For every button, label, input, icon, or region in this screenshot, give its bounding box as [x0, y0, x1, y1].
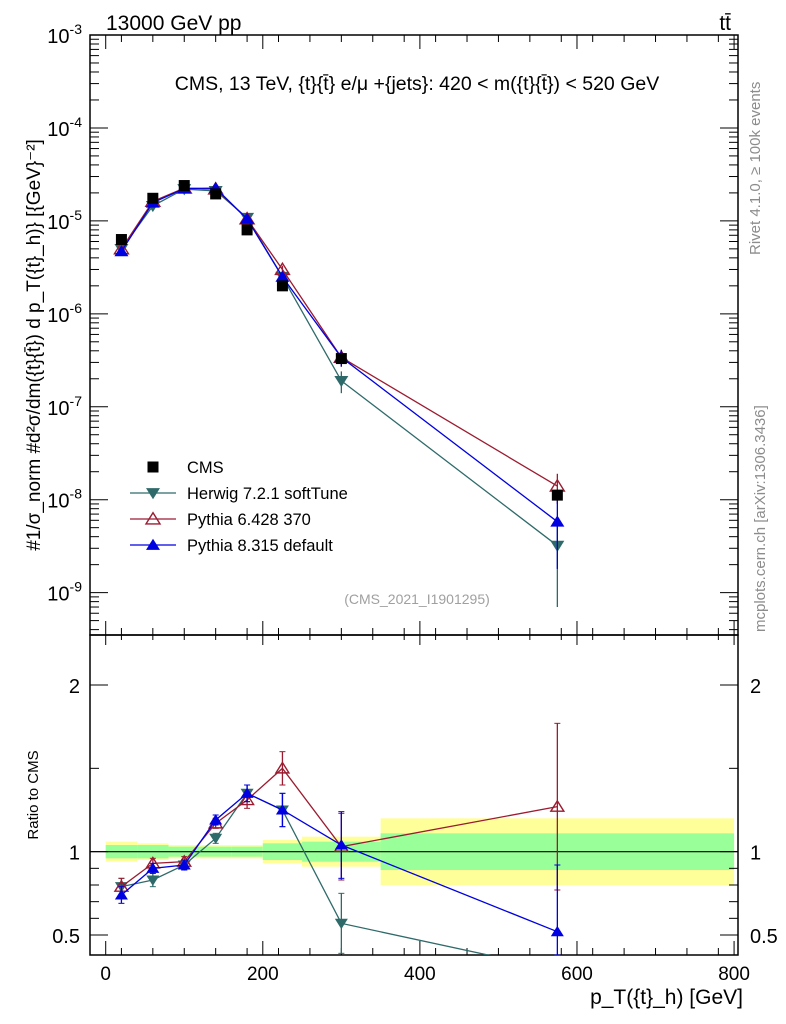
y-axis-label-text: #1/σ_norm #d²σ/dm({t}{t̄}) d p_T({t}_h)}… — [24, 139, 45, 551]
y-tick-label: 10-9 — [47, 579, 82, 606]
y-tick-label: 10-5 — [47, 207, 82, 234]
ratio-point-pythia-8-315-default — [209, 814, 223, 825]
legend-label-3: Pythia 8.315 default — [187, 537, 333, 555]
ratio-y-axis-label: Ratio to CMS — [25, 750, 42, 839]
legend: CMS Herwig 7.2.1 softTune Pythia 6.428 370… — [130, 459, 348, 555]
ratio-panel-series — [113, 722, 566, 956]
y-tick-label: 10-4 — [47, 114, 82, 141]
cms-data-point — [241, 224, 253, 236]
legend-label-0: CMS — [187, 459, 224, 477]
analysis-tag: (CMS_2021_I1901295) — [344, 591, 490, 607]
ratio-tick-label: 2 — [69, 676, 80, 698]
legend-label-1: Herwig 7.2.1 softTune — [187, 485, 348, 503]
cms-data-point — [115, 234, 127, 246]
series-point-herwig-7-2-1-softtune — [334, 375, 349, 388]
y-tick-label: 10-8 — [47, 486, 82, 513]
legend-marker-2 — [144, 511, 162, 525]
series-point-pythia-8-315-default — [114, 245, 129, 257]
series-point-pythia-8-315-default — [240, 212, 255, 224]
x-axis-label: p_T({t}_h) [GeV] — [590, 986, 743, 1009]
ratio-point-pythia-6-428-370 — [549, 799, 566, 812]
ratio-point-pythia-8-315-default — [334, 839, 348, 850]
x-tick-label: 400 — [404, 964, 436, 985]
ratio-tick-label-right: 1 — [750, 843, 761, 865]
y-tick-label: 10-6 — [47, 300, 82, 327]
ratio-point-pythia-8-315-default — [146, 862, 160, 873]
chart-title: CMS, 13 TeV, {t}{t̄} e/μ +{jets}: 420 < … — [175, 73, 659, 95]
main-panel-series — [113, 180, 566, 608]
ratio-tick-label: 0.5 — [52, 926, 80, 948]
legend-label-2: Pythia 6.428 370 — [187, 511, 311, 529]
energy-label: 13000 GeV pp — [106, 12, 241, 35]
rivet-version-label: Rivet 4.1.0, ≥ 100k events — [747, 82, 764, 255]
cms-data-point — [551, 489, 563, 501]
y-tick-label: 10-3 — [47, 21, 82, 48]
cms-data-point — [335, 353, 347, 365]
ratio-point-pythia-8-315-default — [550, 925, 564, 937]
ratio-point-pythia-8-315-default — [177, 859, 191, 870]
ratio-point-pythia-6-428-370 — [274, 761, 291, 774]
legend-marker-3 — [146, 538, 160, 550]
y-tick-label: 10-7 — [47, 393, 82, 420]
x-tick-label: 200 — [247, 964, 279, 985]
ratio-point-herwig-7-2-1-softtune — [146, 875, 160, 886]
cms-data-point — [276, 280, 288, 292]
ratio-line-pythia-8-315-default — [120, 792, 558, 933]
legend-marker-1 — [146, 488, 160, 500]
cms-data-point — [210, 188, 222, 200]
series-point-pythia-8-315-default — [275, 270, 290, 282]
ratio-point-herwig-7-2-1-softtune — [334, 918, 348, 930]
series-line-pythia-6-428-370 — [120, 187, 558, 487]
legend-marker-0 — [147, 461, 159, 473]
process-label: tt̄ — [719, 12, 731, 35]
ratio-point-pythia-8-315-default — [114, 889, 128, 900]
ratio-point-pythia-8-315-default — [240, 787, 254, 798]
ratio-line-pythia-6-428-370 — [121, 767, 558, 888]
ratio-panel-frame — [89, 634, 739, 956]
ratio-tick-label-right: 0.5 — [750, 926, 778, 948]
x-tick-label: 0 — [100, 964, 111, 985]
cms-data-point — [147, 192, 159, 204]
ratio-line-herwig-7-2-1-softtune — [121, 792, 491, 955]
cms-data-point — [178, 180, 190, 192]
ratio-point-pythia-6-428-370 — [239, 792, 255, 806]
x-tick-label: 600 — [561, 964, 593, 985]
mcplots-label: mcplots.cern.ch [arXiv:1306.3436] — [752, 405, 769, 632]
axes: 0 200 400 600 800 10-3 10-4 10-5 10-6 10-7 10-8 10-… — [47, 21, 778, 985]
x-tick-label: 800 — [718, 964, 750, 985]
ratio-point-pythia-8-315-default — [275, 804, 289, 815]
series-point-pythia-8-315-default — [550, 515, 565, 527]
ratio-point-herwig-7-2-1-softtune — [209, 833, 223, 845]
ratio-tick-label-right: 2 — [750, 676, 761, 698]
ratio-tick-label: 1 — [69, 843, 80, 865]
y-axis-label: #1/σ_norm #d²σ/dm({t}{t̄}) d p_T({t}_h)}… — [24, 139, 45, 551]
